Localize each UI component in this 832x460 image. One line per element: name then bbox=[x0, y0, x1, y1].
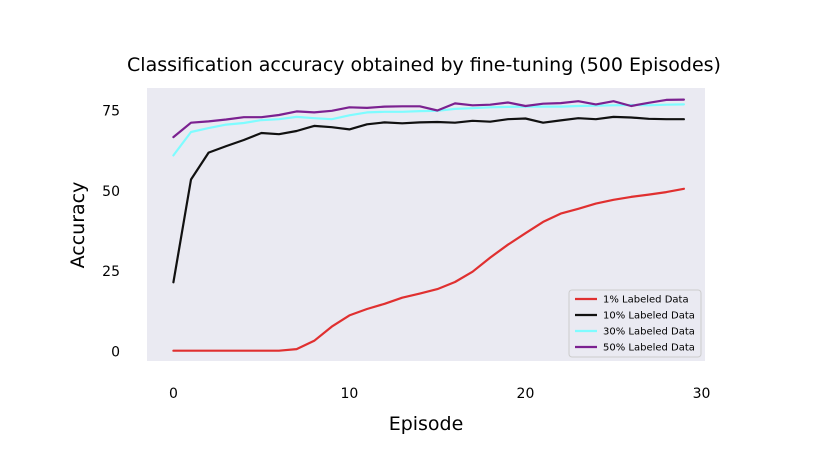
y-tick-label: 0 bbox=[111, 344, 120, 360]
series-line-1 bbox=[172, 187, 686, 352]
series-line-4 bbox=[172, 98, 686, 139]
y-tick-label: 25 bbox=[102, 264, 120, 280]
x-tick-label: 0 bbox=[169, 386, 178, 402]
legend-label-1: 1% Labeled Data bbox=[603, 295, 689, 306]
x-tick-label: 10 bbox=[341, 386, 359, 402]
y-tick-label: 75 bbox=[102, 103, 120, 119]
legend-box bbox=[568, 289, 702, 358]
legend-label-2: 10% Labeled Data bbox=[603, 311, 695, 322]
series-line-3 bbox=[172, 103, 686, 157]
legend: 1% Labeled Data 10% Labeled Data 30% Label… bbox=[568, 289, 702, 358]
series-line-2 bbox=[172, 115, 686, 284]
chart-title: Classification accuracy obtained by fine… bbox=[127, 54, 721, 76]
legend-label-3: 30% Labeled Data bbox=[603, 327, 695, 338]
y-tick-labels: 0 25 50 75 bbox=[102, 103, 120, 360]
y-tick-label: 50 bbox=[102, 184, 120, 200]
x-tick-label: 30 bbox=[693, 386, 711, 402]
x-axis-label: Episode bbox=[389, 413, 464, 435]
x-tick-label: 20 bbox=[517, 386, 535, 402]
y-axis-label: Accuracy bbox=[67, 182, 89, 269]
legend-label-4: 50% Labeled Data bbox=[603, 343, 695, 354]
x-tick-labels: 0 10 20 30 bbox=[169, 386, 710, 402]
series-layer bbox=[172, 98, 686, 352]
